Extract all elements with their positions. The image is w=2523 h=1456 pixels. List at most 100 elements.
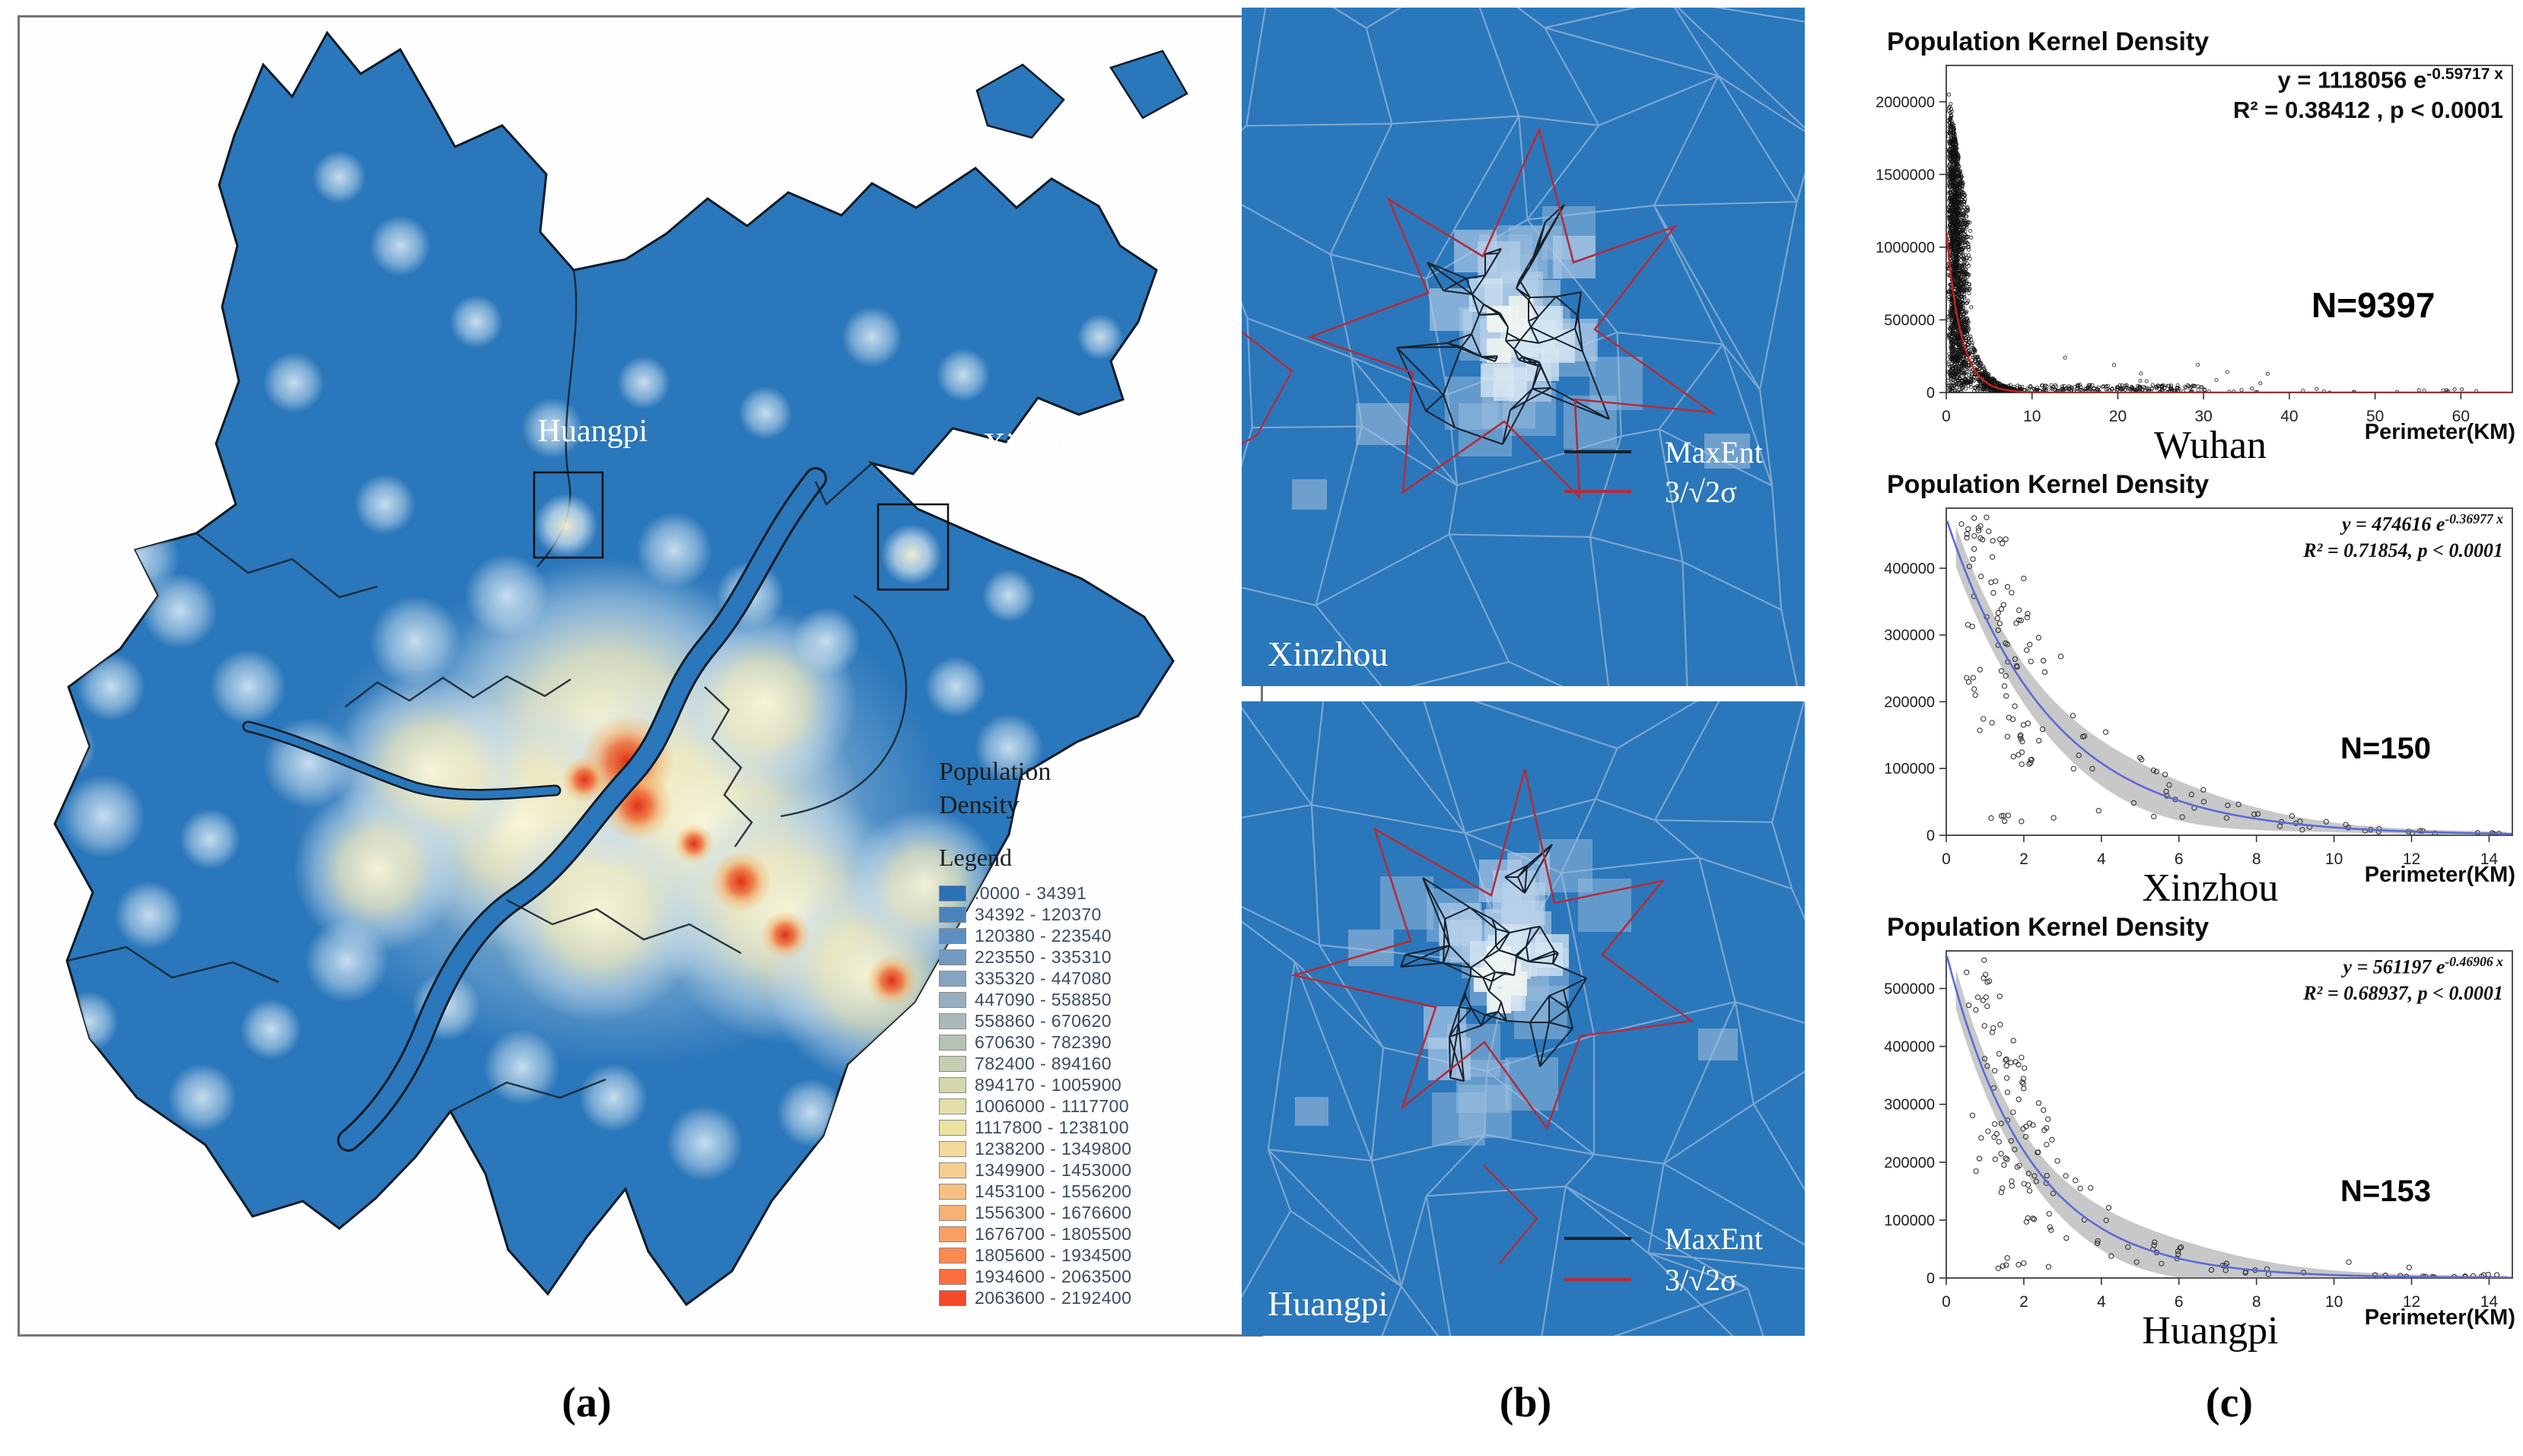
legend-title-line2: Density: [939, 791, 1020, 820]
legend-item: 1676700 - 1805500: [939, 1223, 1255, 1245]
legend-swatch: [939, 1098, 966, 1114]
legend-item: 120380 - 223540: [939, 925, 1255, 946]
panel-a-svg: [53, 30, 1188, 1307]
svg-text:400000: 400000: [1884, 1039, 1935, 1056]
legend-row-maxent: MaxEnt: [1564, 434, 1763, 470]
svg-text:14: 14: [2480, 850, 2499, 868]
legend-title-line1: Population: [939, 758, 1052, 786]
svg-text:100000: 100000: [1884, 761, 1935, 777]
legend-swatch: [939, 1204, 966, 1221]
legend-range: 1117800 - 1238100: [975, 1117, 1129, 1137]
svg-text:0: 0: [1942, 408, 1951, 425]
legend-swatch: [939, 1076, 966, 1093]
svg-text:300000: 300000: [1884, 628, 1935, 644]
inset-label-xinzhou: Xinzhou: [1268, 634, 1389, 673]
equation-exponent: -0.46906 x: [2445, 954, 2503, 969]
legend-item: 335320 - 447080: [939, 968, 1255, 989]
legend-swatch: [939, 1183, 966, 1200]
svg-text:500000: 500000: [1884, 981, 1935, 997]
equation-base: y = 1118056 e: [2277, 66, 2427, 94]
region-label: Wuhan: [2153, 424, 2267, 467]
scatter-svg: 0 100000 200000 300000 400000 500000 0 2 4 6 8 10 12…: [1884, 950, 2513, 1311]
legend-swatch: [939, 1226, 966, 1242]
legend-range: 1556300 - 1676600: [975, 1202, 1132, 1222]
sigma-label: 3/√2σ: [1665, 474, 1737, 509]
svg-text:1000000: 1000000: [1876, 240, 1935, 256]
islands: [975, 49, 1188, 139]
sample-count: N=9397: [2311, 285, 2436, 325]
legend-range: 1238200 - 1349800: [975, 1138, 1132, 1159]
panel-b-inset-xinzhou: MaxEnt 3/√2σ Xinzhou: [1242, 8, 1805, 686]
svg-text:30: 30: [2195, 408, 2213, 425]
legend-swatch: [939, 885, 966, 901]
legend-swatch: [939, 949, 966, 965]
scatter-points: [1964, 957, 2500, 1278]
map-label-huangpi: Huangpi: [537, 414, 648, 449]
legend-swatch: [939, 1055, 966, 1072]
legend-subtitle: Legend: [939, 844, 1012, 872]
legend-range: 558860 - 670620: [975, 1010, 1112, 1031]
svg-text:8: 8: [2252, 1293, 2261, 1311]
svg-text:14: 14: [2480, 1293, 2499, 1311]
legend-swatch: [939, 927, 966, 944]
chart-xinzhou: 0 100000 200000 300000 400000 0 2 4 6 8 10 12 14 Pop…: [1856, 466, 2523, 910]
maxent-line-swatch: [1564, 1237, 1631, 1240]
svg-text:6: 6: [2175, 1293, 2184, 1311]
legend-item: 558860 - 670620: [939, 1010, 1255, 1032]
legend-swatch: [939, 1268, 966, 1285]
legend-range: 670630 - 782390: [975, 1032, 1112, 1052]
legend-swatch: [939, 1119, 966, 1136]
legend-item: 1556300 - 1676600: [939, 1202, 1255, 1223]
maxent-mesh: [1396, 204, 1610, 445]
panel-a-wuhan-density-map: Huangpi Xinzhou Population Density Legen…: [17, 15, 1263, 1337]
legend-item: 894170 - 1005900: [939, 1074, 1255, 1095]
svg-text:2: 2: [2019, 1293, 2028, 1311]
wuhan-kernel-density-map: [20, 17, 1261, 1334]
legend-range: 120380 - 223540: [975, 925, 1112, 946]
scatter-svg: 0 100000 200000 300000 400000 0 2 4 6 8 10 12 14: [1884, 507, 2513, 868]
panel-b-inset-huangpi: MaxEnt 3/√2σ Huangpi: [1242, 701, 1805, 1336]
chart-xinzhou-plot: 0 100000 200000 300000 400000 0 2 4 6 8 10 12 14: [1856, 466, 2523, 908]
legend-range: 1006000 - 1117700: [975, 1095, 1129, 1116]
equation-r2: R² = 0.71854, p < 0.0001: [2303, 539, 2503, 561]
svg-text:1500000: 1500000: [1876, 167, 1935, 183]
svg-text:4: 4: [2097, 1293, 2106, 1311]
legend-swatch: [939, 1140, 966, 1157]
maxent-label: MaxEnt: [1665, 1221, 1763, 1256]
svg-text:200000: 200000: [1884, 1155, 1935, 1171]
legend-item: 1934600 - 2063500: [939, 1266, 1255, 1287]
svg-text:400000: 400000: [1884, 561, 1935, 577]
fit-equation: y = 561197 e-0.46906 x R² = 0.68937, p <…: [2303, 954, 2503, 1005]
svg-text:12: 12: [2403, 850, 2420, 868]
chart-title: Population Kernel Density: [1887, 913, 2210, 942]
svg-text:10: 10: [2325, 1293, 2343, 1311]
legend-row-sigma: 3/√2σ: [1564, 1261, 1737, 1298]
legend-item: 2063600 - 2192400: [939, 1287, 1255, 1308]
legend-range: .0000 - 34391: [975, 882, 1087, 903]
inset-label-huangpi: Huangpi: [1268, 1284, 1389, 1323]
legend-range: 1349900 - 1453000: [975, 1159, 1132, 1180]
svg-text:12: 12: [2403, 1293, 2420, 1311]
chart-wuhan-plot: 0 500000 1000000 1500000 2000000 0 10 20 30 40 50 6…: [1856, 23, 2523, 466]
legend-rows: .0000 - 34391 34392 - 120370 120380 - 2235…: [939, 882, 1255, 1308]
chart-title: Population Kernel Density: [1887, 470, 2210, 499]
sample-count: N=150: [2340, 732, 2431, 765]
map-legend: Population Density Legend .0000 - 34391 3…: [939, 755, 1255, 1308]
svg-text:60: 60: [2452, 408, 2470, 425]
legend-row-maxent: MaxEnt: [1564, 1220, 1763, 1257]
legend-range: 2063600 - 2192400: [975, 1287, 1132, 1308]
svg-text:10: 10: [2023, 408, 2041, 425]
caption-a: (a): [562, 1379, 612, 1426]
legend-swatch: [939, 1034, 966, 1051]
sigma-line-swatch: [1564, 1278, 1631, 1281]
equation-r2: R² = 0.68937, p < 0.0001: [2303, 981, 2503, 1004]
fit-equation: y = 474616 e-0.36977 x R² = 0.71854, p <…: [2303, 511, 2503, 562]
sigma-label: 3/√2σ: [1665, 1262, 1737, 1297]
chart-title: Population Kernel Density: [1887, 27, 2210, 56]
sigma-boundary: [1307, 126, 1716, 501]
legend-item: 34392 - 120370: [939, 904, 1255, 925]
caption-b: (b): [1499, 1379, 1552, 1426]
legend-range: 1934600 - 2063500: [975, 1266, 1132, 1286]
svg-text:0: 0: [1942, 1293, 1951, 1311]
